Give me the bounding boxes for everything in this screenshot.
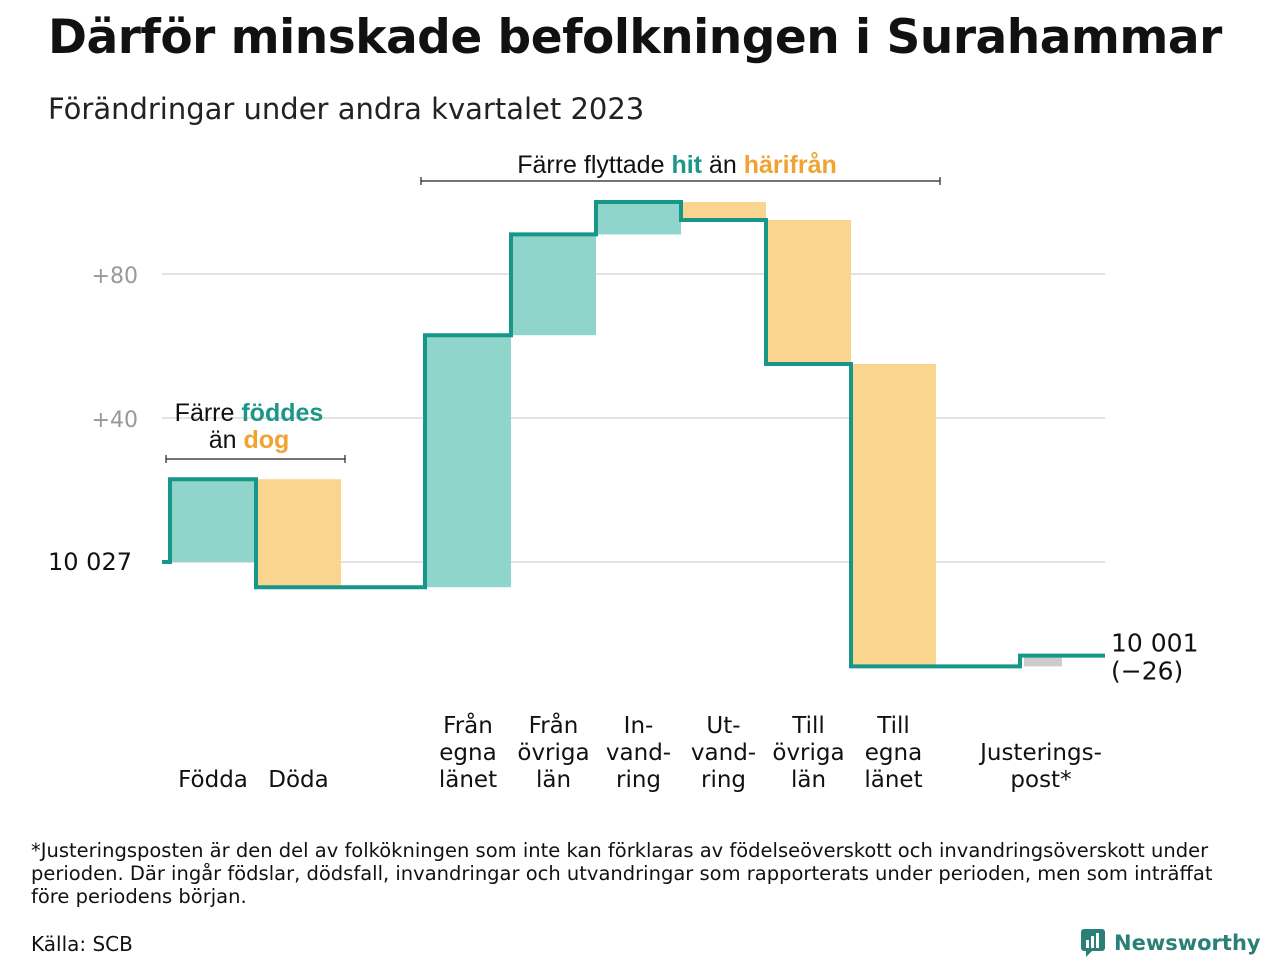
category-label: övriga bbox=[772, 740, 844, 766]
waterfall-bar bbox=[1024, 655, 1062, 667]
annotation-segment: Färre bbox=[175, 399, 242, 427]
cumulative-line bbox=[162, 200, 1105, 669]
annotation-text: Färre föddes bbox=[175, 399, 324, 427]
footnote: *Justeringsposten är den del av folkökni… bbox=[31, 839, 1213, 908]
category-label: vand- bbox=[691, 740, 756, 766]
category-label: länet bbox=[439, 767, 497, 793]
annotation-segment: än bbox=[209, 426, 244, 454]
category-label: ring bbox=[701, 767, 746, 793]
category-label: Födda bbox=[178, 767, 248, 793]
start-value-label: 10 027 bbox=[48, 548, 132, 576]
y-tick-label: +40 bbox=[92, 408, 138, 433]
category-label: län bbox=[536, 767, 571, 793]
category-label: vand- bbox=[606, 740, 671, 766]
category-label: Till bbox=[876, 713, 910, 739]
end-value-label: 10 001 bbox=[1111, 629, 1198, 658]
annotation-segment: än bbox=[702, 151, 744, 179]
annotation-text: än dog bbox=[209, 426, 290, 454]
bars-group bbox=[170, 202, 1062, 667]
category-label: egna bbox=[865, 740, 922, 766]
source-note: Källa: SCB bbox=[31, 932, 133, 956]
waterfall-bar bbox=[170, 479, 256, 562]
waterfall-bar bbox=[425, 335, 511, 588]
category-label: egna bbox=[439, 740, 496, 766]
category-label: Ut- bbox=[706, 713, 740, 739]
newsworthy-logo-icon bbox=[1081, 929, 1105, 957]
waterfall-bar bbox=[851, 364, 936, 667]
category-label: Från bbox=[529, 711, 579, 739]
waterfall-bar bbox=[766, 220, 851, 364]
category-label: Döda bbox=[268, 767, 328, 793]
category-label: Från bbox=[443, 711, 493, 739]
annotation-segment: Färre flyttade bbox=[517, 151, 671, 179]
category-label: ring bbox=[616, 767, 661, 793]
category-label: post* bbox=[1010, 767, 1071, 793]
category-label: övriga bbox=[517, 740, 589, 766]
annotation-segment: föddes bbox=[241, 399, 323, 427]
annotation-segment: hit bbox=[671, 151, 702, 179]
category-label: Till bbox=[791, 713, 825, 739]
brand[interactable]: Newsworthy bbox=[1080, 928, 1261, 958]
annotation-migration: Färre flyttade hit än härifrån bbox=[420, 151, 941, 185]
category-label: In- bbox=[624, 713, 654, 739]
y-tick-label: +80 bbox=[92, 264, 138, 289]
annotation-segment: härifrån bbox=[744, 151, 837, 179]
chart-subtitle: Förändringar under andra kvartalet 2023 bbox=[48, 92, 645, 126]
annotation-segment: dog bbox=[243, 426, 289, 454]
category-label: län bbox=[791, 767, 826, 793]
brand-name: Newsworthy bbox=[1114, 931, 1261, 955]
waterfall-bar bbox=[256, 479, 341, 588]
waterfall-bar bbox=[511, 234, 596, 336]
category-label: länet bbox=[864, 767, 922, 793]
end-value-label: (−26) bbox=[1111, 657, 1183, 686]
waterfall-bar bbox=[596, 202, 681, 235]
annotation-text: Färre flyttade hit än härifrån bbox=[517, 151, 837, 179]
category-label: Justerings- bbox=[978, 740, 1102, 766]
waterfall-bar bbox=[681, 202, 766, 220]
chart-title: Därför minskade befolkningen i Surahamma… bbox=[48, 10, 1222, 65]
